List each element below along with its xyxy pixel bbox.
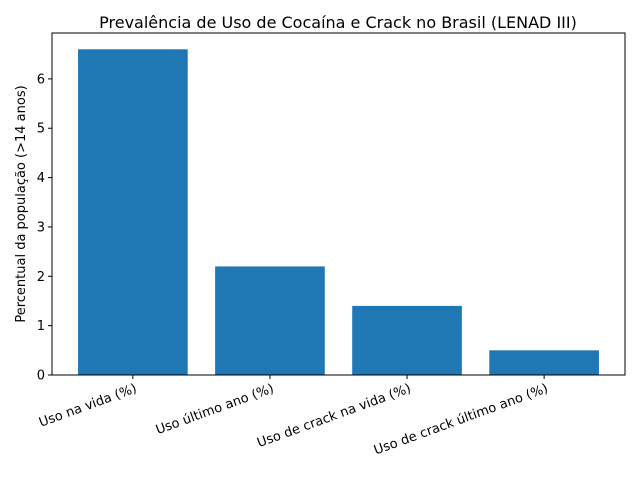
x-tick-label: Uso na vida (%) xyxy=(37,381,139,430)
bar xyxy=(489,350,599,375)
y-tick-label: 0 xyxy=(37,369,45,384)
y-tick-label: 5 xyxy=(37,122,45,137)
y-tick-label: 6 xyxy=(37,72,45,87)
y-tick-label: 1 xyxy=(37,319,45,334)
bar xyxy=(215,266,325,375)
y-tick-label: 3 xyxy=(37,220,45,235)
bar xyxy=(352,305,462,375)
plot-frame xyxy=(51,32,626,376)
x-tick-label: Uso último ano (%) xyxy=(154,381,276,438)
y-tick-label: 2 xyxy=(37,270,45,285)
y-tick-label: 4 xyxy=(37,171,45,186)
bar xyxy=(78,49,188,376)
chart-title: Prevalência de Uso de Cocaína e Crack no… xyxy=(99,13,577,32)
y-axis-label: Percentual da população (>14 anos) xyxy=(14,85,29,322)
